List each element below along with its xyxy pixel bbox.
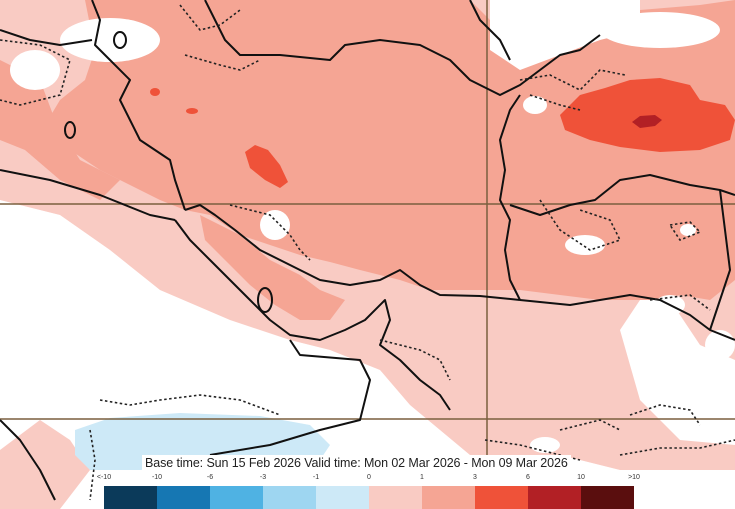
legend-label: -10: [151, 474, 163, 481]
base-time-label: Base time:: [145, 456, 204, 470]
province-boundaries: [0, 4, 735, 501]
anomaly-3-6-region: [150, 78, 735, 188]
legend-color-bar: [104, 486, 634, 509]
legend-label: 0: [367, 474, 371, 481]
color-legend: <-10 -10 -6 -3 -1 0 1 3 6 10 >10: [96, 472, 640, 509]
legend-label: -3: [259, 474, 267, 481]
base-time-value: Sun 15 Feb 2026: [206, 456, 301, 470]
legend-label: 3: [473, 474, 477, 481]
anomaly-1-3-region: [0, 0, 735, 320]
legend-label: 10: [577, 474, 585, 481]
small-land-features: [64, 31, 273, 313]
legend-label: <-10: [96, 474, 112, 481]
legend-swatch: [422, 486, 475, 509]
legend-label: -6: [206, 474, 214, 481]
legend-label: -1: [312, 474, 320, 481]
legend-swatch: [475, 486, 528, 509]
no-anomaly-patches: [10, 0, 735, 453]
legend-swatch: [581, 486, 634, 509]
legend-swatch: [263, 486, 316, 509]
anomaly-6-10-region: [632, 115, 662, 128]
legend-label: >10: [628, 474, 640, 481]
legend-label: 1: [420, 474, 424, 481]
legend-labels: <-10 -10 -6 -3 -1 0 1 3 6 10 >10: [96, 472, 640, 485]
legend-label: 6: [526, 474, 530, 481]
legend-swatch: [528, 486, 581, 509]
forecast-time-caption: Base time: Sun 15 Feb 2026 Valid time: M…: [142, 455, 571, 472]
valid-time-value: Mon 02 Mar 2026 - Mon 09 Mar 2026: [363, 456, 568, 470]
legend-swatch: [369, 486, 422, 509]
valid-time-label: Valid time:: [304, 456, 361, 470]
legend-swatch: [104, 486, 157, 509]
legend-swatch: [157, 486, 210, 509]
legend-swatch: [210, 486, 263, 509]
legend-swatch: [316, 486, 369, 509]
